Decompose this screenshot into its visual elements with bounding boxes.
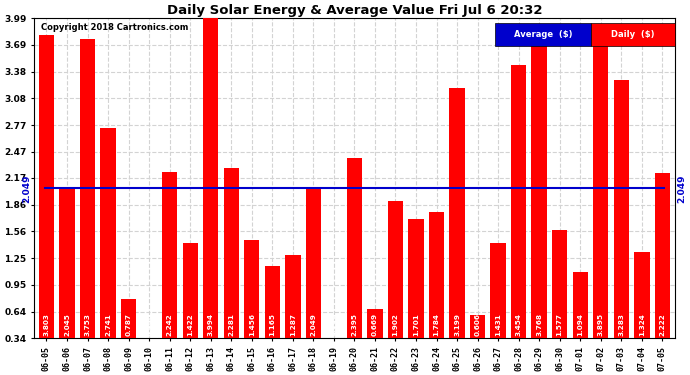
Bar xyxy=(613,80,629,338)
Text: 1.422: 1.422 xyxy=(187,313,193,336)
Text: 3.803: 3.803 xyxy=(43,313,50,336)
Bar xyxy=(388,201,403,338)
Bar xyxy=(347,158,362,338)
Bar xyxy=(59,189,75,338)
Bar xyxy=(593,27,609,338)
Text: 1.902: 1.902 xyxy=(393,313,399,336)
Text: 2.045: 2.045 xyxy=(64,313,70,336)
Text: 2.049: 2.049 xyxy=(678,174,687,202)
Bar xyxy=(634,252,649,338)
Bar xyxy=(285,255,301,338)
Text: Daily  ($): Daily ($) xyxy=(611,30,655,39)
Bar xyxy=(39,35,55,338)
Bar xyxy=(573,272,588,338)
Bar xyxy=(203,18,219,338)
Text: 1.784: 1.784 xyxy=(433,313,440,336)
FancyBboxPatch shape xyxy=(495,23,591,45)
Bar xyxy=(224,168,239,338)
Text: 0.000: 0.000 xyxy=(146,313,152,336)
Bar xyxy=(449,88,465,338)
Text: 2.049: 2.049 xyxy=(310,313,317,336)
Bar xyxy=(429,211,444,338)
Text: 3.283: 3.283 xyxy=(618,313,624,336)
Text: 0.787: 0.787 xyxy=(126,313,132,336)
Bar xyxy=(121,299,137,338)
Bar xyxy=(244,240,259,338)
Text: Copyright 2018 Cartronics.com: Copyright 2018 Cartronics.com xyxy=(41,23,188,32)
Bar xyxy=(470,315,485,338)
Text: 3.895: 3.895 xyxy=(598,312,604,336)
Text: 1.165: 1.165 xyxy=(269,313,275,336)
Text: 1.701: 1.701 xyxy=(413,313,419,336)
Text: 1.431: 1.431 xyxy=(495,313,501,336)
Text: 0.000: 0.000 xyxy=(331,313,337,336)
Bar xyxy=(491,243,506,338)
Text: 2.222: 2.222 xyxy=(660,313,665,336)
Text: 2.242: 2.242 xyxy=(167,313,172,336)
Title: Daily Solar Energy & Average Value Fri Jul 6 20:32: Daily Solar Energy & Average Value Fri J… xyxy=(167,4,542,17)
Text: 3.768: 3.768 xyxy=(536,313,542,336)
Text: 3.454: 3.454 xyxy=(515,313,522,336)
Bar xyxy=(80,39,95,338)
Text: 1.577: 1.577 xyxy=(557,313,563,336)
Text: 1.094: 1.094 xyxy=(578,313,583,336)
FancyBboxPatch shape xyxy=(591,23,675,45)
Text: 1.287: 1.287 xyxy=(290,313,296,336)
Bar xyxy=(100,128,116,338)
Bar xyxy=(182,243,198,338)
Bar xyxy=(655,173,670,338)
Bar xyxy=(367,309,383,338)
Bar xyxy=(141,338,157,368)
Text: Average  ($): Average ($) xyxy=(514,30,573,39)
Text: 2.741: 2.741 xyxy=(105,313,111,336)
Text: 0.669: 0.669 xyxy=(372,312,378,336)
Bar xyxy=(552,230,567,338)
Text: 2.281: 2.281 xyxy=(228,313,235,336)
Text: 1.456: 1.456 xyxy=(249,313,255,336)
Text: 3.199: 3.199 xyxy=(454,313,460,336)
Text: 1.324: 1.324 xyxy=(639,313,645,336)
Text: 3.753: 3.753 xyxy=(85,313,90,336)
Bar xyxy=(326,338,342,368)
Bar xyxy=(265,266,280,338)
Text: 3.994: 3.994 xyxy=(208,313,214,336)
Bar xyxy=(531,38,547,338)
Bar xyxy=(306,188,321,338)
Text: 2.049: 2.049 xyxy=(23,174,32,202)
Bar xyxy=(408,219,424,338)
Bar xyxy=(162,171,177,338)
Bar xyxy=(511,65,526,338)
Text: 2.395: 2.395 xyxy=(351,313,357,336)
Text: 0.606: 0.606 xyxy=(475,313,481,336)
